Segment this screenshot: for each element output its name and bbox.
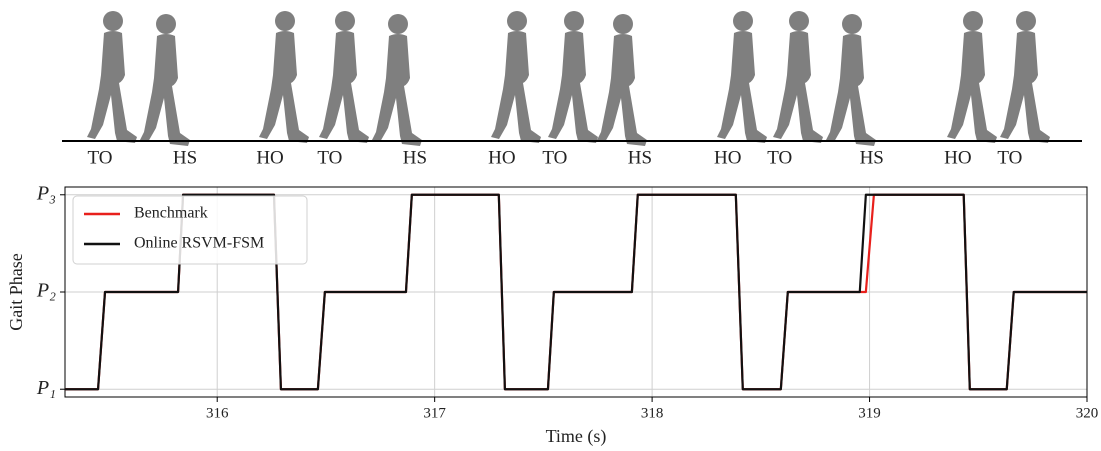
x-tick-label: 319 — [858, 405, 881, 421]
legend: Benchmark Online RSVM-FSM — [72, 195, 308, 265]
legend-label: Benchmark — [134, 205, 208, 222]
gait-event-label: TO — [88, 147, 113, 168]
legend-label: Online RSVM-FSM — [134, 235, 264, 252]
y-tick-label: P₃ — [36, 182, 56, 204]
gait-event-label: HS — [403, 147, 427, 168]
gait-event-label: HS — [628, 147, 652, 168]
y-axis-label: Gait Phase — [6, 253, 26, 330]
x-tick-label: 318 — [641, 405, 664, 421]
x-tick-label: 320 — [1076, 405, 1099, 421]
series-line — [65, 193, 1087, 391]
x-tick-label: 317 — [423, 405, 446, 421]
gait-event-label: HO — [256, 147, 283, 168]
legend-box — [72, 195, 308, 265]
gait-event-label: TO — [317, 147, 342, 168]
gait-event-label: HO — [488, 147, 515, 168]
x-tick-label: 316 — [206, 405, 229, 421]
gait-event-label: TO — [997, 147, 1022, 168]
gait-event-label: HO — [714, 147, 741, 168]
gait-event-label: HS — [860, 147, 884, 168]
walking-illustration — [62, 11, 1082, 146]
y-tick-label: P₂ — [36, 280, 56, 302]
x-axis-label: Time (s) — [546, 426, 607, 447]
gait-event-label: TO — [542, 147, 567, 168]
gait-event-label: HO — [944, 147, 971, 168]
gait-event-label: HS — [173, 147, 197, 168]
y-tick-label: P₁ — [36, 377, 56, 399]
gait-event-label: TO — [767, 147, 792, 168]
